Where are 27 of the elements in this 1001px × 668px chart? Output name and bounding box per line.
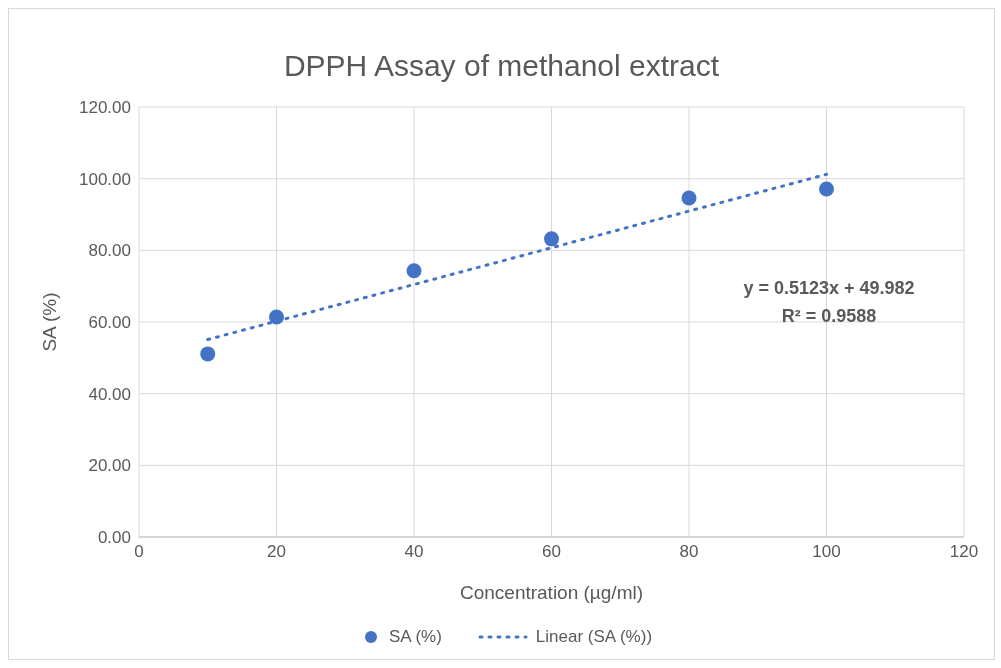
point — [406, 263, 422, 279]
y-tick-label: 60.00 — [88, 313, 131, 333]
annotation: y = 0.5123x + 49.982 — [742, 277, 916, 300]
x-axis-title: Concentration (µg/ml) — [459, 582, 644, 603]
x-tick-label: 0 — [134, 542, 144, 562]
x-tick-label: 20 — [267, 542, 286, 562]
y-tick-label: 20.00 — [88, 456, 131, 476]
x-tick-label: 60 — [542, 542, 561, 562]
legend-label: SA (%) — [387, 627, 442, 647]
point — [681, 190, 697, 206]
annotation: R² = 0.9588 — [780, 305, 878, 328]
point — [544, 231, 559, 247]
y-tick-label: 80.00 — [88, 241, 131, 261]
point — [200, 346, 216, 362]
chart-title: DPPH Assay of methanol extract — [282, 49, 721, 84]
y-tick-label: 0.00 — [97, 528, 131, 548]
y-axis-title: SA (%) — [38, 292, 60, 352]
x-tick-label: 100 — [812, 542, 841, 562]
x-tick-label: 120 — [949, 542, 979, 562]
y-tick-label: 40.00 — [88, 384, 131, 404]
y-tick-label: 100.00 — [79, 169, 131, 189]
x-tick-label: 80 — [679, 542, 699, 562]
point — [269, 309, 284, 325]
legend-label: Linear (SA (%)) — [534, 627, 653, 647]
y-tick-label: 120.00 — [79, 98, 131, 118]
x-tick-label: 40 — [404, 542, 424, 562]
point — [819, 181, 834, 197]
